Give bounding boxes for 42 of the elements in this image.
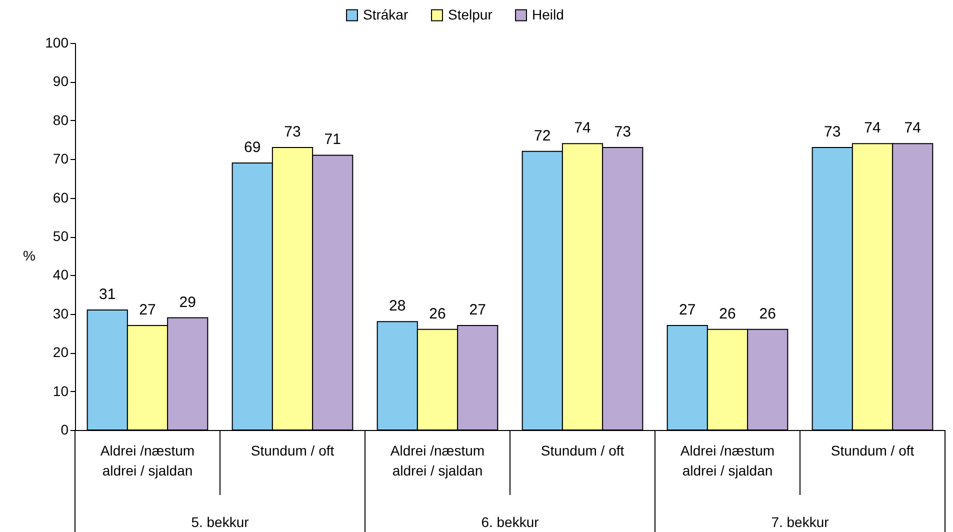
data-label: 29 — [179, 294, 196, 311]
y-tick-label: 20 — [52, 344, 69, 360]
data-label: 74 — [864, 120, 881, 137]
data-label: 72 — [534, 127, 551, 144]
y-tick-label: 80 — [52, 112, 69, 128]
y-tick-label: 90 — [52, 73, 69, 90]
text: 7. bekkur — [771, 514, 830, 530]
data-label: 73 — [614, 123, 631, 140]
y-tick-label: 50 — [52, 228, 69, 244]
data-label: 26 — [759, 305, 776, 322]
data-label: 27 — [139, 302, 156, 319]
data-label: 28 — [389, 298, 406, 315]
data-label: 74 — [574, 120, 591, 137]
y-tick-label: 10 — [52, 382, 69, 399]
y-tick-label: 40 — [52, 266, 69, 283]
data-label: 26 — [429, 305, 446, 322]
y-axis-title: % — [23, 247, 36, 264]
x-tick-label: Stundum / oft — [830, 442, 914, 458]
legend-label: Stelpur — [448, 6, 493, 22]
text: 5. bekkur — [191, 514, 250, 530]
y-tick-label: 30 — [52, 305, 69, 322]
data-label: 27 — [469, 302, 486, 319]
data-label: 74 — [904, 120, 921, 137]
legend-label: Strákar — [363, 6, 408, 22]
data-label: 73 — [824, 123, 841, 140]
x-tick-label: Stundum / oft — [540, 442, 624, 458]
y-tick-label: 60 — [52, 189, 69, 206]
data-label: 73 — [284, 123, 301, 140]
y-tick-label: 0 — [60, 422, 69, 438]
x-tick-label: Stundum / oft — [250, 442, 334, 458]
x-tick-label: Aldrei /næstum aldrei / sjaldan — [680, 442, 775, 478]
data-label: 71 — [324, 131, 341, 148]
y-tick-label: 70 — [52, 150, 69, 167]
data-label: 27 — [679, 302, 696, 319]
legend-label: Heild — [532, 6, 564, 22]
data-label: 31 — [99, 286, 116, 304]
data-label: 69 — [244, 138, 261, 156]
text: 6. bekkur — [481, 514, 540, 530]
data-label: 26 — [719, 305, 736, 322]
x-tick-label: Aldrei /næstum aldrei / sjaldan — [100, 442, 195, 478]
y-tick-label: 100 — [45, 34, 69, 50]
x-tick-label: Aldrei /næstum aldrei / sjaldan — [390, 442, 485, 478]
